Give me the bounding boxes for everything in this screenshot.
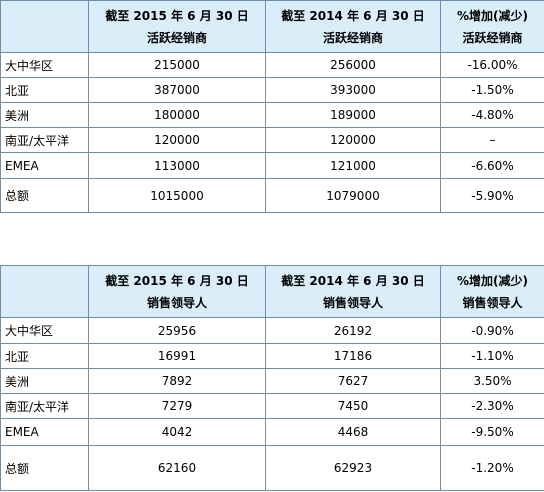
- header-row: 截至 2015 年 6 月 30 日活跃经销商 截至 2014 年 6 月 30 …: [0, 0, 544, 53]
- table-row: 北亚 16991 17186 -1.10%: [0, 343, 544, 369]
- header-text: 截至 2015 年 6 月 30 日: [105, 8, 249, 23]
- table-cell: 62160: [88, 445, 266, 491]
- table-row: 美洲 7892 7627 3.50%: [0, 368, 544, 394]
- table-cell: 215000: [88, 52, 266, 78]
- table-row: 南亚/太平洋 7279 7450 -2.30%: [0, 393, 544, 419]
- table-cell: 120000: [88, 127, 266, 153]
- header-cell: [0, 0, 89, 53]
- table-row: EMEA 113000 121000 -6.60%: [0, 152, 544, 179]
- table-cell: 189000: [265, 102, 441, 128]
- table-cell: 62923: [265, 445, 441, 491]
- header-text: 活跃经销商: [146, 30, 207, 45]
- table-cell: 387000: [88, 77, 266, 103]
- table-cell: 南亚/太平洋: [0, 127, 89, 153]
- table-cell: 16991: [88, 343, 266, 369]
- table-row: EMEA 4042 4468 -9.50%: [0, 418, 544, 446]
- table-cell: -16.00%: [440, 52, 544, 78]
- table-row: 美洲 180000 189000 -4.80%: [0, 102, 544, 128]
- table-cell: 美洲: [0, 102, 89, 128]
- table-cell: 总额: [0, 445, 89, 491]
- table-cell: 26192: [265, 317, 441, 344]
- table-cell: 25956: [88, 317, 266, 344]
- table-cell: 17186: [265, 343, 441, 369]
- table-cell: 美洲: [0, 368, 89, 394]
- header-cell: 截至 2015 年 6 月 30 日销售领导人: [88, 265, 266, 318]
- header-text: 截至 2014 年 6 月 30 日: [281, 8, 425, 23]
- table-cell: 120000: [265, 127, 441, 153]
- table-cell: –: [440, 127, 544, 153]
- table-cell: 256000: [265, 52, 441, 78]
- table-row: 大中华区 215000 256000 -16.00%: [0, 52, 544, 78]
- header-text: %增加(减少): [457, 8, 528, 23]
- table-cell: 3.50%: [440, 368, 544, 394]
- header-cell: %增加(减少) 销售领导人: [440, 265, 544, 318]
- header-text: 销售领导人: [462, 295, 523, 310]
- table-cell: 4468: [265, 418, 441, 446]
- table-cell: -1.50%: [440, 77, 544, 103]
- header-text: 活跃经销商: [462, 30, 523, 45]
- table-cell: 大中华区: [0, 317, 89, 344]
- table-cell: -4.80%: [440, 102, 544, 128]
- table-cell: 113000: [88, 152, 266, 179]
- table-cell: -1.10%: [440, 343, 544, 369]
- table-cell: 121000: [265, 152, 441, 179]
- header-text: %增加(减少): [457, 273, 528, 288]
- table-row: 北亚 387000 393000 -1.50%: [0, 77, 544, 103]
- header-row: 截至 2015 年 6 月 30 日销售领导人 截至 2014 年 6 月 30 …: [0, 265, 544, 318]
- table-cell: 393000: [265, 77, 441, 103]
- table-row: 大中华区 25956 26192 -0.90%: [0, 317, 544, 344]
- table-cell: -0.90%: [440, 317, 544, 344]
- table-row: 总额 1015000 1079000 -5.90%: [0, 178, 544, 213]
- table-cell: 北亚: [0, 77, 89, 103]
- table-cell: -9.50%: [440, 418, 544, 446]
- table-cell: 7450: [265, 393, 441, 419]
- table-cell: 大中华区: [0, 52, 89, 78]
- table-cell: 7627: [265, 368, 441, 394]
- table-cell: -2.30%: [440, 393, 544, 419]
- header-cell: %增加(减少) 活跃经销商: [440, 0, 544, 53]
- table-cell: 7892: [88, 368, 266, 394]
- header-text: 截至 2015 年 6 月 30 日: [105, 273, 249, 288]
- table-row: 南亚/太平洋 120000 120000–: [0, 127, 544, 153]
- table-cell: 4042: [88, 418, 266, 446]
- table-cell: 南亚/太平洋: [0, 393, 89, 419]
- table: 截至 2015 年 6 月 30 日活跃经销商 截至 2014 年 6 月 30 …: [0, 0, 544, 213]
- header-cell: 截至 2015 年 6 月 30 日活跃经销商: [88, 0, 266, 53]
- header-text: 活跃经销商: [322, 30, 383, 45]
- table-cell: 1015000: [88, 178, 266, 213]
- table-cell: -1.20%: [440, 445, 544, 491]
- header-text: 截至 2014 年 6 月 30 日: [281, 273, 425, 288]
- header-cell: 截至 2014 年 6 月 30 日销售领导人: [265, 265, 441, 318]
- table-row: 总额 62160 62923 -1.20%: [0, 445, 544, 491]
- table: 截至 2015 年 6 月 30 日销售领导人 截至 2014 年 6 月 30 …: [0, 265, 544, 491]
- header-cell: [0, 265, 89, 318]
- header-text: 销售领导人: [322, 295, 383, 310]
- table-cell: 北亚: [0, 343, 89, 369]
- table-cell: 7279: [88, 393, 266, 419]
- table-cell: 总额: [0, 178, 89, 213]
- table-cell: -6.60%: [440, 152, 544, 179]
- table-cell: EMEA: [0, 152, 89, 179]
- header-text: 销售领导人: [146, 295, 207, 310]
- table-cell: EMEA: [0, 418, 89, 446]
- table-cell: 1079000: [265, 178, 441, 213]
- table-cell: 180000: [88, 102, 266, 128]
- table-cell: -5.90%: [440, 178, 544, 213]
- header-cell: 截至 2014 年 6 月 30 日活跃经销商: [265, 0, 441, 53]
